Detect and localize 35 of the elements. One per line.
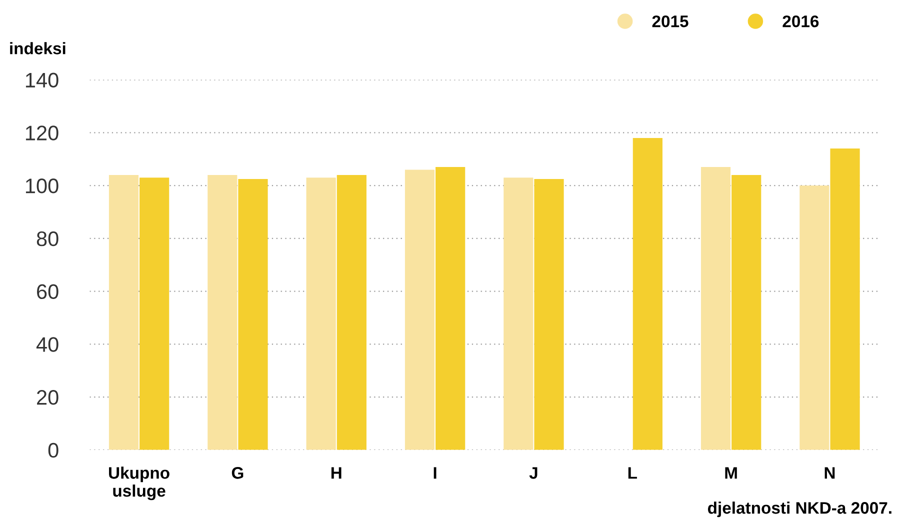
bar bbox=[208, 174, 238, 450]
x-tick-label: G bbox=[232, 467, 244, 479]
y-axis-title: indeksi bbox=[10, 42, 66, 54]
bar bbox=[404, 170, 435, 450]
bar bbox=[336, 174, 366, 450]
x-tick-label: J bbox=[529, 467, 538, 479]
y-tick-label: 40 bbox=[36, 337, 58, 352]
x-tick-label: M bbox=[725, 467, 737, 479]
bar bbox=[306, 178, 336, 450]
bar bbox=[800, 186, 830, 450]
legend-label: 2016 bbox=[782, 15, 819, 28]
y-tick-label: 120 bbox=[26, 126, 58, 140]
x-tick-label: L bbox=[628, 467, 637, 479]
y-tick-label: 60 bbox=[37, 284, 58, 300]
y-tick-label: 0 bbox=[48, 442, 58, 458]
legend-label: 2015 bbox=[652, 15, 688, 28]
x-tick-label: H bbox=[331, 467, 342, 479]
x-tick-label: Ukupno usluge bbox=[109, 466, 170, 500]
bar bbox=[830, 148, 860, 450]
bar bbox=[504, 178, 534, 450]
y-tick-label: 20 bbox=[37, 390, 58, 405]
bar bbox=[632, 138, 662, 450]
x-tick-label: N bbox=[824, 467, 835, 479]
y-tick-label: 100 bbox=[26, 178, 58, 194]
bar bbox=[238, 178, 268, 450]
bar bbox=[436, 167, 466, 450]
x-tick-label: I bbox=[434, 467, 436, 479]
x-axis-title: djelatnosti NKD-a 2007. bbox=[708, 502, 892, 518]
bar bbox=[732, 174, 762, 450]
bar bbox=[108, 174, 139, 450]
bar bbox=[140, 178, 170, 450]
bar bbox=[700, 167, 731, 450]
bar bbox=[534, 178, 564, 450]
y-tick-label: 80 bbox=[36, 231, 58, 246]
y-tick-label: 140 bbox=[26, 72, 58, 88]
